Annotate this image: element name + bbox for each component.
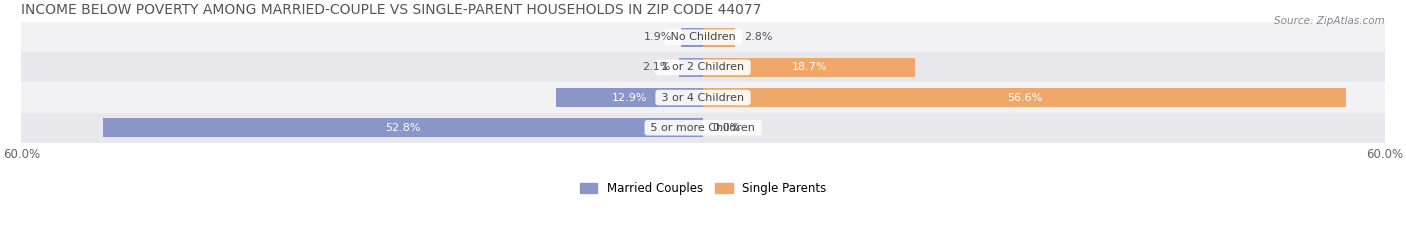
Text: 18.7%: 18.7% xyxy=(792,62,827,72)
Legend: Married Couples, Single Parents: Married Couples, Single Parents xyxy=(575,177,831,200)
Bar xyxy=(21,22,1385,52)
Bar xyxy=(21,52,1385,82)
Bar xyxy=(703,58,915,77)
Text: 2.1%: 2.1% xyxy=(641,62,671,72)
Text: 1.9%: 1.9% xyxy=(644,32,672,42)
Text: 5 or more Children: 5 or more Children xyxy=(647,123,759,133)
Text: No Children: No Children xyxy=(666,32,740,42)
Bar xyxy=(21,113,1385,143)
Text: 2.8%: 2.8% xyxy=(744,32,772,42)
Text: 56.6%: 56.6% xyxy=(1007,93,1042,103)
Bar xyxy=(21,82,1385,113)
Bar xyxy=(557,88,703,107)
Text: 1 or 2 Children: 1 or 2 Children xyxy=(658,62,748,72)
Bar xyxy=(703,28,735,47)
Bar xyxy=(703,88,1346,107)
Text: Source: ZipAtlas.com: Source: ZipAtlas.com xyxy=(1274,16,1385,26)
Text: 3 or 4 Children: 3 or 4 Children xyxy=(658,93,748,103)
Text: 12.9%: 12.9% xyxy=(612,93,648,103)
Text: INCOME BELOW POVERTY AMONG MARRIED-COUPLE VS SINGLE-PARENT HOUSEHOLDS IN ZIP COD: INCOME BELOW POVERTY AMONG MARRIED-COUPL… xyxy=(21,3,762,17)
Text: 52.8%: 52.8% xyxy=(385,123,420,133)
Bar xyxy=(682,28,703,47)
Text: 0.0%: 0.0% xyxy=(711,123,741,133)
Bar xyxy=(679,58,703,77)
Bar xyxy=(103,118,703,137)
